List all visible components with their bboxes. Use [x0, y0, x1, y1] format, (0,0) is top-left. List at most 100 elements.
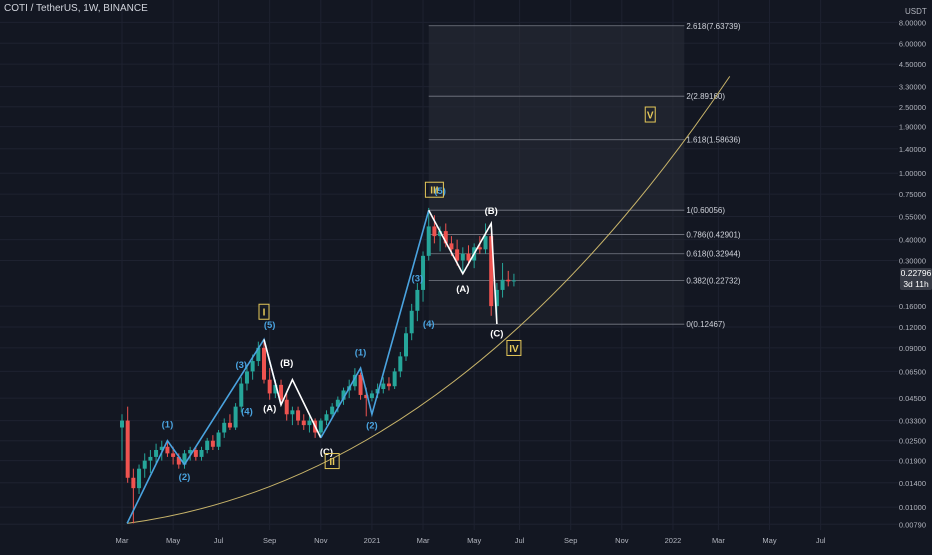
candle-body	[256, 347, 261, 362]
x-tick-label: May	[762, 536, 776, 545]
wave-label: (A)	[456, 284, 469, 295]
wave-label: (A)	[263, 403, 276, 414]
wave-label: (1)	[162, 420, 174, 431]
candle-body	[205, 440, 210, 450]
wave-degree-box	[644, 106, 656, 123]
y-axis-unit: USDT	[905, 7, 927, 16]
candle-body	[262, 347, 266, 380]
candle-body	[511, 280, 516, 282]
y-tick-label: 0.00790	[899, 520, 926, 529]
candle-body	[125, 420, 130, 478]
y-tick-label: 6.00000	[899, 39, 926, 48]
wave-degree-box	[324, 453, 340, 470]
wave-paths	[126, 209, 498, 524]
fib-zone: 2.618(7.63739) 2(2.89160) 1.618(1.58636) 1(…	[428, 22, 741, 329]
candle-body	[421, 255, 426, 290]
x-tick-label: 2021	[364, 536, 381, 545]
y-tick-label: 3.30000	[899, 83, 926, 92]
y-tick-label: 0.01900	[899, 457, 926, 466]
y-tick-label: 0.12000	[899, 323, 926, 332]
candle-body	[386, 383, 391, 387]
wave-label: (B)	[485, 206, 498, 217]
fib-level-label: 2(2.89160)	[686, 92, 725, 101]
fib-level-label: 0.618(0.32944)	[686, 250, 741, 259]
fib-level-label: 1.618(1.58636)	[686, 136, 741, 145]
y-tick-label: 0.06500	[899, 367, 926, 376]
candle-body	[159, 446, 164, 450]
wave-path	[126, 337, 282, 524]
candles	[120, 207, 516, 524]
wave-label: (C)	[320, 447, 333, 458]
support-curve	[127, 76, 731, 524]
candle-body	[432, 226, 437, 237]
candle-body	[409, 310, 414, 334]
y-tick-label: 0.30000	[899, 257, 926, 266]
wave-degree-box	[506, 339, 522, 356]
x-tick-label: Mar	[417, 536, 430, 545]
candle-body	[171, 453, 176, 457]
x-tick-label: May	[166, 536, 180, 545]
fib-level-label: 1(0.60056)	[686, 206, 725, 215]
candle-body	[176, 456, 181, 465]
candle-body	[352, 374, 357, 387]
candle-body	[449, 243, 454, 250]
wave-label: (1)	[355, 347, 367, 358]
fib-level-label: 2.618(7.63739)	[686, 22, 741, 31]
candle-body	[279, 384, 284, 400]
wave-label: (3)	[235, 360, 247, 371]
y-tick-label: 0.16000	[899, 302, 926, 311]
y-tick-label: 0.02500	[899, 437, 926, 446]
wave-degree-label: I	[263, 308, 266, 319]
candle-body	[142, 460, 147, 469]
wave-path	[320, 210, 430, 439]
y-tick-label: 4.50000	[899, 60, 926, 69]
candle-body	[398, 356, 403, 372]
candle-body	[210, 440, 215, 447]
candle-body	[222, 422, 227, 433]
candle-body	[460, 253, 465, 261]
y-tick-label: 0.40000	[899, 236, 926, 245]
candle-body	[301, 420, 306, 426]
candle-body	[165, 446, 170, 454]
candle-body	[335, 399, 340, 407]
x-tick-label: Jul	[816, 536, 826, 545]
candle-body	[404, 333, 408, 357]
wave-label: (5)	[264, 320, 276, 331]
wave-degree-label: II	[329, 457, 335, 468]
candle-body	[296, 410, 301, 421]
x-tick-label: Sep	[263, 536, 276, 545]
candle-body	[324, 414, 329, 421]
candle-body	[244, 371, 249, 384]
candle-body	[466, 253, 471, 261]
candle-body	[188, 449, 193, 454]
y-tick-label: 0.09000	[899, 344, 926, 353]
candle-body	[216, 432, 221, 447]
y-tick-label: 0.55000	[899, 213, 926, 222]
wave-label: (3)	[412, 273, 424, 284]
candle-body	[120, 420, 124, 428]
y-tick-label: 0.03300	[899, 417, 926, 426]
candle-body	[483, 236, 488, 250]
price-tag-value: 0.22796	[900, 268, 932, 278]
symbol-title[interactable]: COTI / TetherUS, 1W, BINANCE	[4, 3, 148, 14]
x-tick-label: May	[467, 536, 481, 545]
candle-body	[239, 383, 244, 407]
wave-degree-label: III	[430, 186, 439, 197]
candle-body	[330, 406, 335, 415]
x-axis: Mar May Jul Sep Nov 2021 Mar May Jul Sep Nov 2022 Ma…	[116, 536, 826, 545]
wave-degree-label: IV	[509, 344, 519, 355]
candle-body	[307, 420, 312, 426]
candle-body	[438, 231, 443, 237]
x-tick-label: Jul	[515, 536, 525, 545]
fib-zone-retrace	[428, 210, 685, 325]
candle-body	[455, 249, 460, 261]
candle-body	[182, 453, 187, 465]
fib-level-label: 0.382(0.22732)	[686, 277, 741, 286]
wave-degree-label: V	[647, 111, 654, 122]
candle-body	[273, 384, 278, 394]
x-tick-label: Jul	[214, 536, 224, 545]
y-tick-label: 2.50000	[899, 103, 926, 112]
candle-body	[381, 383, 386, 390]
